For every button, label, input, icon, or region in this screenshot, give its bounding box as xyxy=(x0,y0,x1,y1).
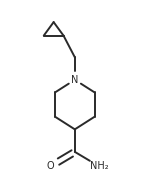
Text: N: N xyxy=(71,75,78,85)
Text: NH₂: NH₂ xyxy=(90,161,109,171)
Text: O: O xyxy=(46,161,54,171)
